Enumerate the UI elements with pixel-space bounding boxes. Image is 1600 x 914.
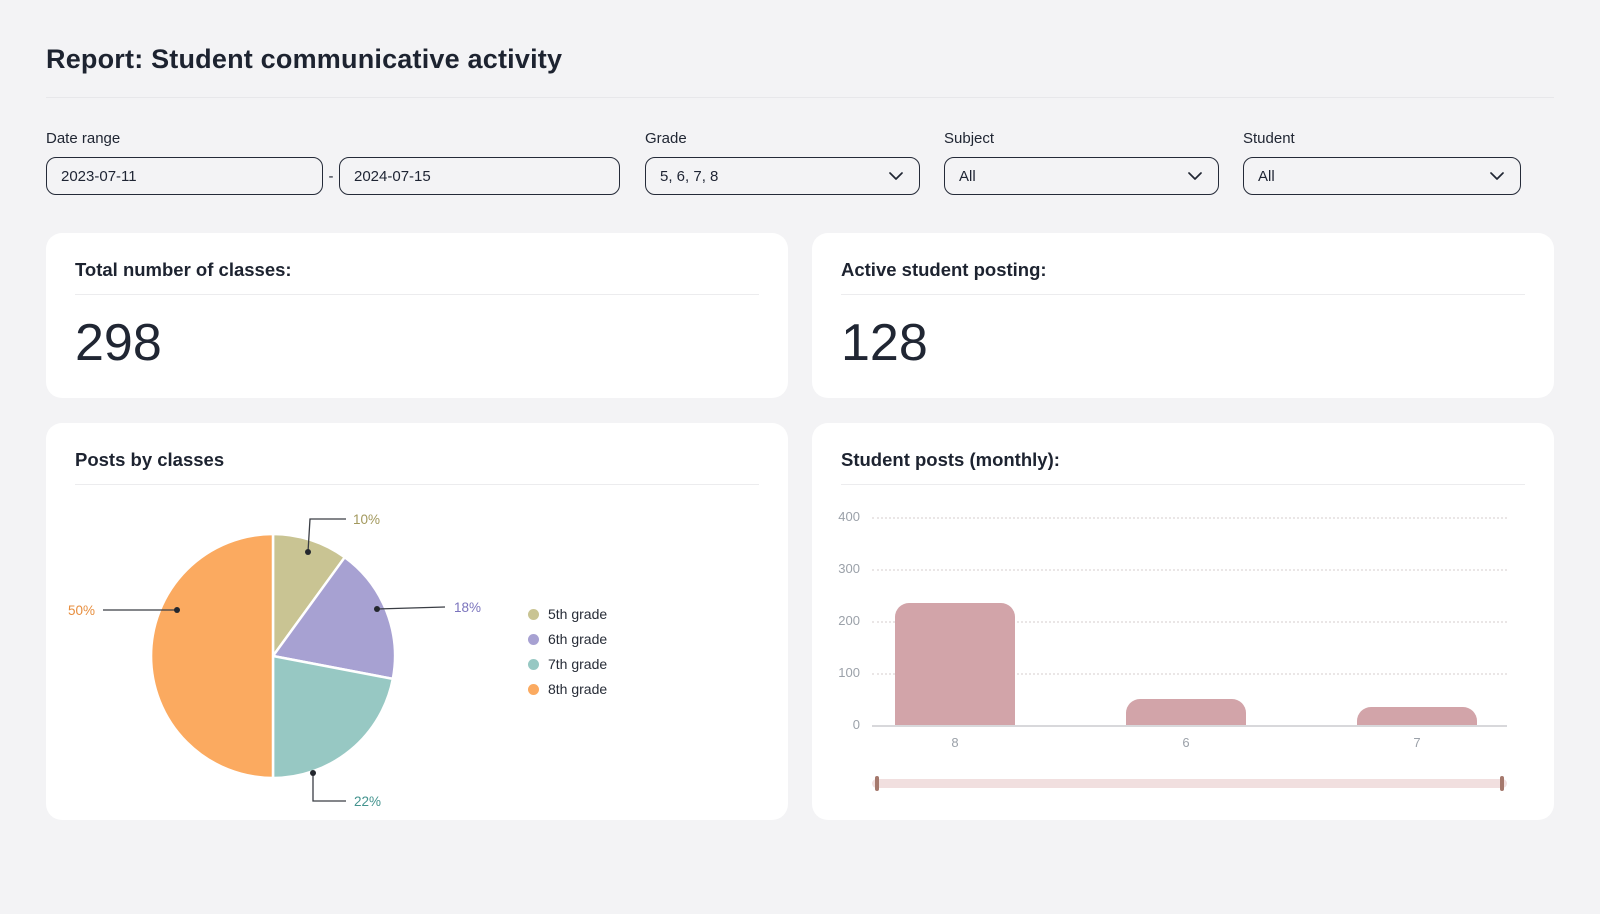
pie-label-leader-line <box>376 606 446 610</box>
x-axis-tick: 8 <box>951 735 959 750</box>
legend-item: 8th grade <box>528 681 607 697</box>
legend-item: 5th grade <box>528 606 607 622</box>
pie-slice-8th-grade <box>149 532 275 780</box>
pie-chart-title: Posts by classes <box>75 449 225 470</box>
date-range-separator: - <box>328 167 334 185</box>
horizontal-scrollbar[interactable] <box>872 776 1507 791</box>
card-divider <box>841 294 1525 295</box>
bar-7 <box>1357 706 1477 725</box>
legend-dot-icon <box>528 683 539 695</box>
legend-label: 5th grade <box>548 606 608 622</box>
x-axis-line <box>872 725 1507 727</box>
page-title: Report: Student communicative activity <box>46 44 563 74</box>
scrollbar-handle-right[interactable] <box>1500 776 1504 791</box>
pie-label-dot <box>374 606 380 612</box>
chevron-down-icon <box>1188 172 1202 180</box>
date-range-inputs: - <box>46 157 620 195</box>
gridline <box>872 621 1507 623</box>
pie-label-leader-line <box>307 518 346 553</box>
subject-select-value: All <box>959 167 976 185</box>
grade-select[interactable]: 5, 6, 7, 8 <box>645 157 920 195</box>
subject-select[interactable]: All <box>944 157 1219 195</box>
y-axis-tick: 400 <box>838 509 860 524</box>
pie-slice-5th-grade <box>271 532 346 658</box>
card-divider <box>841 484 1525 485</box>
pie-percent-label: 10% <box>353 512 380 527</box>
stat-card-total-classes: Total number of classes: 298 <box>46 233 788 398</box>
student-select[interactable]: All <box>1243 157 1521 195</box>
scrollbar-handle-left[interactable] <box>875 776 879 791</box>
filters-bar: Date range - Grade 5, 6, 7, 8 Subject Al… <box>46 130 1554 195</box>
chevron-down-icon <box>1490 172 1504 180</box>
header-divider <box>46 97 1554 98</box>
y-axis-tick: 200 <box>838 613 860 628</box>
legend-label: 8th grade <box>548 681 608 697</box>
filter-date-range: Date range - <box>46 130 620 195</box>
x-axis-tick: 7 <box>1413 735 1421 750</box>
card-divider <box>75 294 759 295</box>
pie-label-dot <box>174 607 180 613</box>
pie-chart-card: Posts by classes 10% 18% 22% 50% 5th grade 6… <box>46 423 788 820</box>
pie-slice-6th-grade <box>271 556 397 681</box>
report-page: Report: Student communicative activity D… <box>46 44 1554 820</box>
charts-row: Posts by classes 10% 18% 22% 50% 5th grade 6… <box>46 423 1554 820</box>
gridline <box>872 569 1507 571</box>
legend-label: 6th grade <box>548 631 608 647</box>
pie-label-dot <box>310 770 316 776</box>
gridline <box>872 673 1507 675</box>
legend-item: 6th grade <box>528 631 607 647</box>
stat-value: 128 <box>841 314 928 372</box>
legend-dot-icon <box>528 633 539 645</box>
pie-percent-label: 18% <box>454 600 481 615</box>
pie-chart: 10% 18% 22% 50% <box>68 512 481 809</box>
y-axis-tick: 100 <box>838 665 860 680</box>
pie-percent-label: 50% <box>68 603 95 618</box>
stat-card-active-posting: Active student posting: 128 <box>812 233 1554 398</box>
stat-title: Active student posting: <box>841 259 1047 280</box>
date-to-input[interactable] <box>339 157 620 195</box>
student-label: Student <box>1243 130 1295 147</box>
bar-chart-title: Student posts (monthly): <box>841 449 1060 470</box>
stat-title: Total number of classes: <box>75 259 292 280</box>
filter-grade: Grade 5, 6, 7, 8 <box>645 130 920 195</box>
legend-dot-icon <box>528 658 539 670</box>
gridline <box>872 517 1507 519</box>
legend-item: 7th grade <box>528 656 607 672</box>
pie-percent-label: 22% <box>354 794 381 809</box>
y-axis-tick: 300 <box>838 561 860 576</box>
student-select-value: All <box>1258 167 1275 185</box>
chevron-down-icon <box>889 172 903 180</box>
y-axis-tick: 0 <box>852 717 860 732</box>
pie-label-dot <box>305 549 311 555</box>
bar-8 <box>895 602 1015 725</box>
subject-label: Subject <box>944 130 995 147</box>
date-from-input[interactable] <box>46 157 323 195</box>
card-divider <box>75 484 759 485</box>
filter-subject: Subject All <box>944 130 1219 195</box>
bar-chart-card: Student posts (monthly): 400 300 200 100 0 8 6… <box>812 423 1554 820</box>
bar-chart-area: 400 300 200 100 0 8 6 7 <box>812 423 1538 820</box>
pie-slice-7th-grade <box>271 654 395 780</box>
stat-value: 298 <box>75 314 162 372</box>
grade-select-value: 5, 6, 7, 8 <box>660 167 719 185</box>
legend-dot-icon <box>528 608 539 620</box>
bar-6 <box>1126 699 1246 725</box>
grade-label: Grade <box>645 130 687 147</box>
stats-row: Total number of classes: 298 Active stud… <box>46 233 1554 398</box>
pie-label-leader-line <box>312 773 346 802</box>
legend-label: 7th grade <box>548 656 608 672</box>
date-range-label: Date range <box>46 130 121 147</box>
x-axis-tick: 6 <box>1182 735 1190 750</box>
filter-student: Student All <box>1243 130 1521 195</box>
pie-legend: 5th grade 6th grade 7th grade 8th grade <box>528 606 607 697</box>
